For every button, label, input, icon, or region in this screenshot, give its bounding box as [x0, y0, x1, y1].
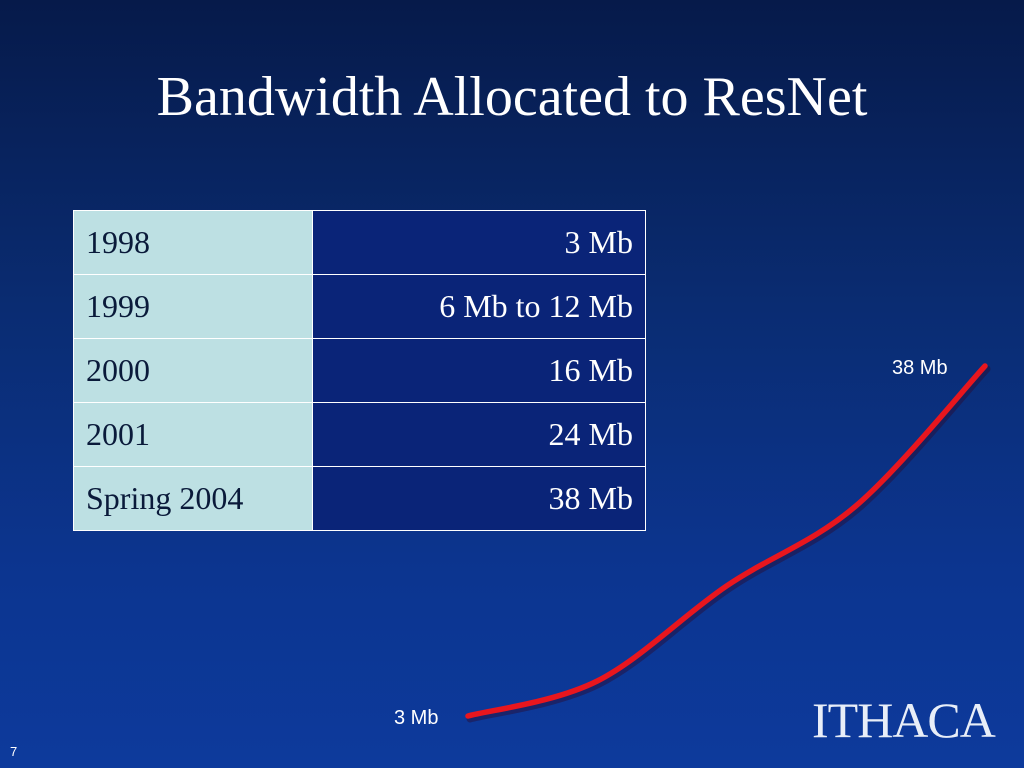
- table-row: 1998 3 Mb: [73, 210, 646, 275]
- bandwidth-cell: 38 Mb: [312, 466, 646, 531]
- year-cell: 1998: [73, 210, 313, 275]
- year-cell: 1999: [73, 274, 313, 339]
- year-cell: Spring 2004: [73, 466, 313, 531]
- table-row: Spring 2004 38 Mb: [73, 466, 646, 531]
- slide-title: Bandwidth Allocated to ResNet: [156, 66, 868, 128]
- bandwidth-table: 1998 3 Mb 1999 6 Mb to 12 Mb 2000 16 Mb …: [73, 210, 646, 531]
- page-number: 7: [10, 744, 18, 759]
- ithaca-logo: ITHACA: [812, 692, 996, 748]
- bandwidth-cell: 3 Mb: [312, 210, 646, 275]
- bandwidth-cell: 6 Mb to 12 Mb: [312, 274, 646, 339]
- trend-point-0: [465, 713, 471, 719]
- trend-point-2: [724, 583, 729, 589]
- trend-point-1: [594, 678, 600, 684]
- bandwidth-cell: 24 Mb: [312, 402, 646, 467]
- year-cell: 2000: [73, 338, 313, 403]
- table-row: 2000 16 Mb: [73, 338, 646, 403]
- trend-point-3: [853, 503, 859, 509]
- end-value-label: 38 Mb: [892, 357, 948, 379]
- bandwidth-cell: 16 Mb: [312, 338, 646, 403]
- year-cell: 2001: [73, 402, 313, 467]
- start-value-label: 3 Mb: [394, 707, 438, 729]
- table-row: 1999 6 Mb to 12 Mb: [73, 274, 646, 339]
- table-row: 2001 24 Mb: [73, 402, 646, 467]
- trend-point-4: [982, 363, 988, 369]
